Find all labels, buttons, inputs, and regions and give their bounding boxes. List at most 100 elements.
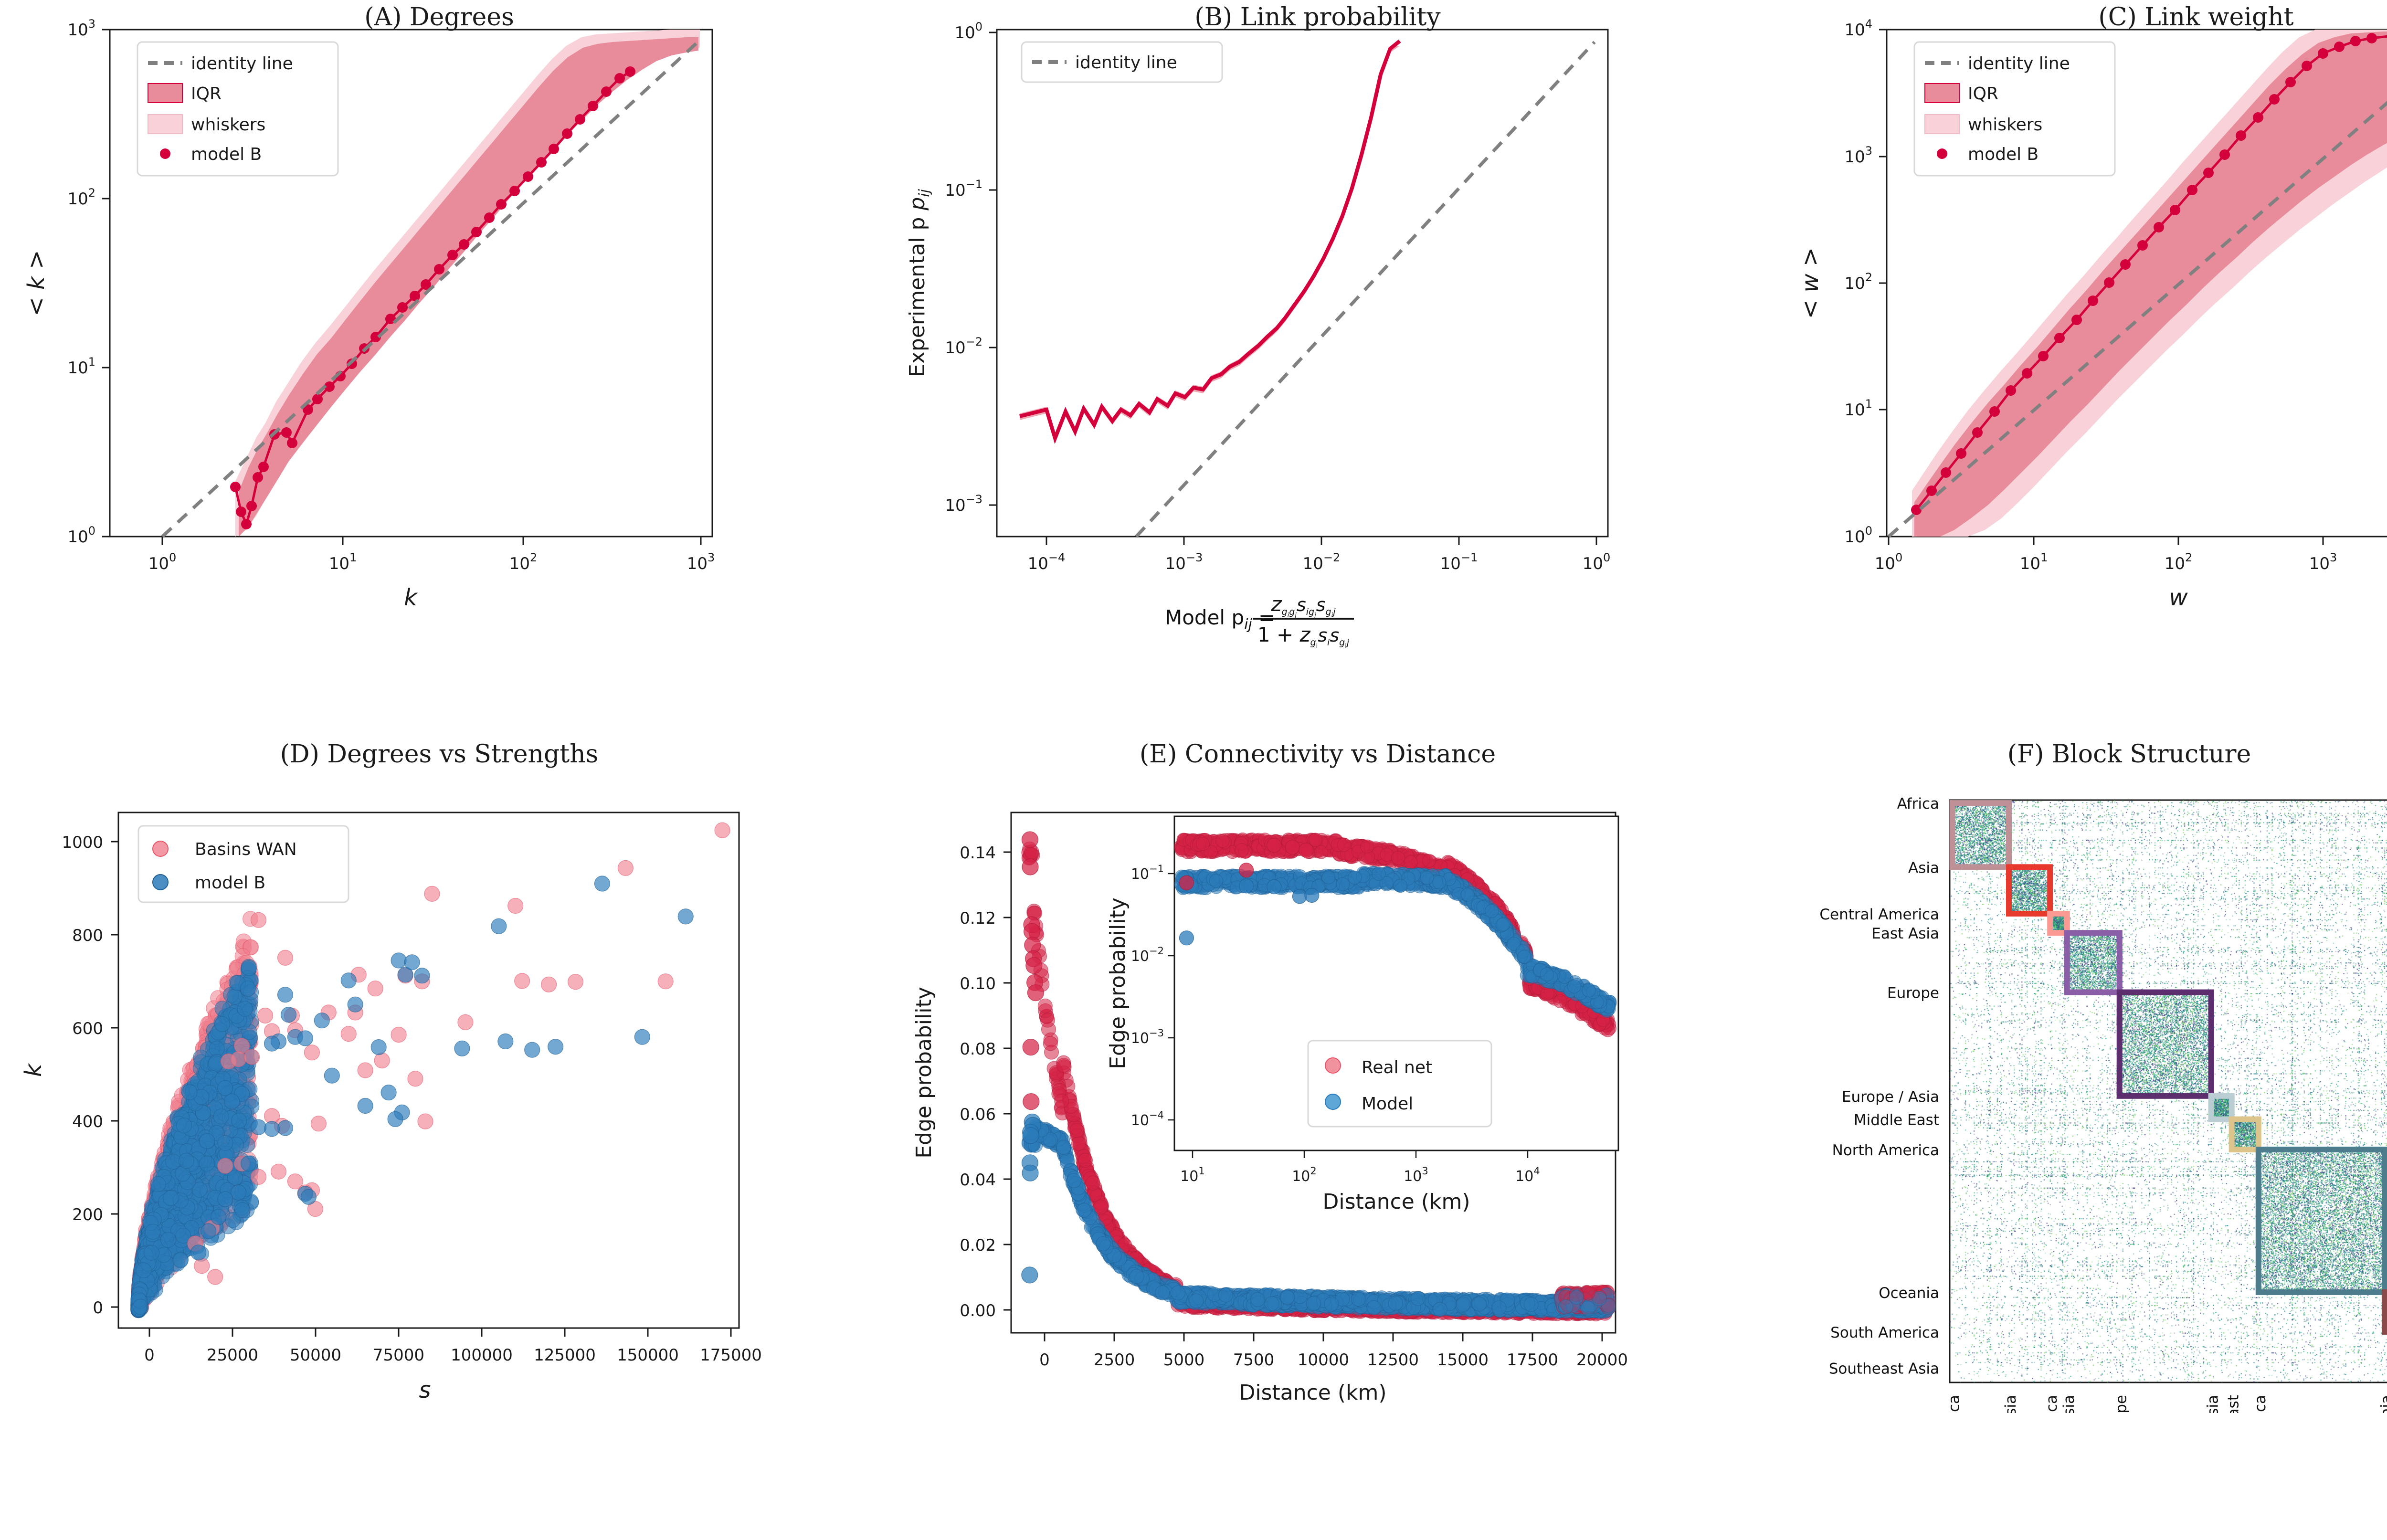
svg-text:Experimental p pij: Experimental p pij bbox=[905, 189, 933, 377]
panel-e-connectivity-vs-distance: (E) Connectivity vs Distance 10−4 10−3 1… bbox=[878, 707, 1757, 1413]
panel-e-y-axis: 0.00 0.02 0.04 0.06 0.08 0.10 0.12 0.14 … bbox=[912, 844, 1011, 1320]
row-label-north-america: North America bbox=[1832, 1142, 1939, 1159]
e-xtick-4: 10000 bbox=[1298, 1350, 1349, 1370]
legend-model-b-label: model B bbox=[1968, 145, 2038, 164]
svg-text:< k >: < k > bbox=[23, 250, 50, 316]
svg-text:10−4: 10−4 bbox=[1028, 551, 1066, 573]
row-label-middle-east: Middle East bbox=[1854, 1112, 1939, 1129]
svg-text:100: 100 bbox=[1844, 524, 1872, 547]
panel-e-title: (E) Connectivity vs Distance bbox=[878, 740, 1757, 769]
row-label-south-america: South America bbox=[1830, 1324, 1939, 1341]
svg-text:10−2: 10−2 bbox=[945, 335, 982, 358]
legend-real-net-label: Real net bbox=[1362, 1058, 1432, 1077]
panel-e-inset-legend: Real net Model bbox=[1308, 1041, 1491, 1127]
svg-text:103: 103 bbox=[2309, 551, 2337, 573]
e-ytick-7: 0.14 bbox=[960, 844, 996, 863]
panel-b-y-axis: 10−3 10−2 10−1 100 Experimental p pij bbox=[905, 20, 997, 515]
panel-e-xlabel: Distance (km) bbox=[1239, 1381, 1386, 1405]
panel-b-x-axis: 10−4 10−3 10−2 10−1 100 Model pij = zgig… bbox=[1028, 537, 1611, 650]
svg-text:101: 101 bbox=[1844, 397, 1872, 420]
panel-b-xlabel-formula: Model pij = zgigjsigjsgij 1 + zgisisgij bbox=[1165, 592, 1354, 650]
d-ytick-5: 1000 bbox=[62, 833, 103, 852]
panel-e-plot: 10−4 10−3 10−2 10−1 101 102 103 104 Dist… bbox=[878, 707, 1757, 1413]
svg-text:101: 101 bbox=[329, 551, 357, 573]
panel-a-legend: identity line IQR whiskers model B bbox=[137, 42, 338, 176]
legend-iqr-label: IQR bbox=[1968, 84, 1998, 104]
d-xtick-6: 150000 bbox=[617, 1346, 679, 1365]
panel-e-x-axis: 0 2500 5000 7500 10000 12500 15000 17500… bbox=[1039, 1333, 1628, 1405]
e-ytick-5: 0.10 bbox=[960, 974, 996, 993]
col-label-central-america: Central America bbox=[2043, 1395, 2060, 1413]
panel-b-xlabel-prefix: Model p bbox=[1165, 606, 1244, 629]
row-label-europe-asia: Europe / Asia bbox=[1842, 1088, 1939, 1106]
row-label-asia: Asia bbox=[1908, 859, 1939, 876]
svg-text:100: 100 bbox=[148, 551, 177, 573]
legend-whiskers-label: whiskers bbox=[191, 115, 265, 135]
row-label-europe: Europe bbox=[1887, 985, 1939, 1002]
svg-text:102: 102 bbox=[1844, 271, 1872, 293]
panel-a-x-axis: 100 101 102 103 k bbox=[148, 537, 715, 611]
panel-b-ylabel: Experimental p bbox=[905, 217, 929, 377]
e-xtick-7: 17500 bbox=[1507, 1350, 1558, 1370]
d-xtick-5: 125000 bbox=[534, 1346, 596, 1365]
panel-c-x-axis: 100 101 102 103 104 w bbox=[1875, 537, 2387, 611]
e-xtick-8: 20000 bbox=[1576, 1350, 1628, 1370]
panel-a-plot: 100 101 102 103 < k > 100 101 102 103 k … bbox=[0, 0, 878, 687]
col-label-east-asia: East Asia bbox=[2060, 1395, 2078, 1413]
e-xtick-1: 2500 bbox=[1094, 1350, 1135, 1370]
panel-a-degrees: (A) Degrees bbox=[0, 0, 878, 687]
panel-e-ylabel: Edge probability bbox=[912, 987, 936, 1158]
col-label-europe: Europe bbox=[2113, 1395, 2130, 1413]
svg-text:10−1: 10−1 bbox=[1440, 551, 1478, 573]
col-label-north-america: North America bbox=[2252, 1395, 2269, 1413]
row-label-east-asia: East Asia bbox=[1871, 925, 1939, 942]
col-label-africa: Africa bbox=[1945, 1395, 1963, 1413]
panel-a-title: (A) Degrees bbox=[0, 3, 878, 32]
panel-a-y-axis: 100 101 102 103 < k > bbox=[23, 17, 110, 547]
panel-f-title: (F) Block Structure bbox=[1771, 740, 2387, 769]
legend-model-b-label: model B bbox=[195, 873, 265, 893]
legend-model-label: Model bbox=[1362, 1094, 1413, 1114]
svg-text:10−3: 10−3 bbox=[945, 493, 982, 515]
e-ytick-0: 0.00 bbox=[960, 1301, 996, 1320]
svg-text:zgigjsigjsgij: zgigjsigjsgij bbox=[1271, 592, 1336, 619]
svg-text:< w >: < w > bbox=[1797, 247, 1824, 319]
svg-text:10−3: 10−3 bbox=[1165, 551, 1203, 573]
svg-text:103: 103 bbox=[1844, 144, 1872, 167]
legend-identity-label: identity line bbox=[1968, 54, 2070, 74]
panel-c-legend: identity line IQR whiskers model B bbox=[1914, 42, 2115, 176]
legend-iqr-label: IQR bbox=[191, 84, 222, 104]
e-xtick-2: 5000 bbox=[1163, 1350, 1205, 1370]
d-xtick-3: 75000 bbox=[373, 1346, 424, 1365]
e-ytick-2: 0.04 bbox=[960, 1171, 996, 1190]
panel-f-block-structure: (F) Block Structure Africa Asia Central Am… bbox=[1757, 707, 2387, 1413]
d-xtick-0: 0 bbox=[144, 1346, 155, 1365]
panel-c-title: (C) Link weight bbox=[1757, 3, 2387, 32]
svg-text:k: k bbox=[404, 584, 418, 611]
svg-text:102: 102 bbox=[2165, 551, 2193, 573]
panel-b-legend: identity line bbox=[1022, 42, 1222, 82]
panel-d-title: (D) Degrees vs Strengths bbox=[0, 740, 878, 769]
svg-text:1 + zgisisgij: 1 + zgisisgij bbox=[1257, 623, 1350, 650]
panel-b-title: (B) Link probability bbox=[878, 3, 1757, 32]
row-label-southeast-asia: Southeast Asia bbox=[1829, 1361, 1939, 1378]
panel-c-y-axis: 100 101 102 103 104 < w > bbox=[1797, 17, 1887, 547]
panel-c-plot: 100 101 102 103 104 < w > 100 101 102 10… bbox=[1757, 0, 2387, 687]
d-ytick-4: 800 bbox=[72, 926, 103, 945]
col-label-asia: Asia bbox=[2002, 1395, 2019, 1413]
svg-text:101: 101 bbox=[2020, 551, 2048, 573]
e-xtick-6: 15000 bbox=[1437, 1350, 1489, 1370]
d-xtick-1: 25000 bbox=[207, 1346, 258, 1365]
svg-text:100: 100 bbox=[67, 524, 95, 547]
svg-text:10−2: 10−2 bbox=[1303, 551, 1341, 573]
legend-identity-label: identity line bbox=[1075, 53, 1177, 73]
svg-text:102: 102 bbox=[509, 551, 538, 573]
e-xtick-5: 12500 bbox=[1367, 1350, 1419, 1370]
col-label-europe-asia: Europe / Asia bbox=[2205, 1395, 2222, 1413]
svg-text:101: 101 bbox=[67, 355, 95, 378]
panel-e-inset-ylabel: Edge probability bbox=[1106, 897, 1130, 1069]
panel-d-ylabel: k bbox=[20, 1063, 47, 1077]
d-xtick-7: 175000 bbox=[700, 1346, 762, 1365]
svg-text:w: w bbox=[2169, 584, 2188, 611]
